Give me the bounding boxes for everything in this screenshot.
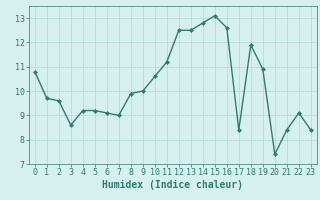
X-axis label: Humidex (Indice chaleur): Humidex (Indice chaleur): [102, 180, 243, 190]
